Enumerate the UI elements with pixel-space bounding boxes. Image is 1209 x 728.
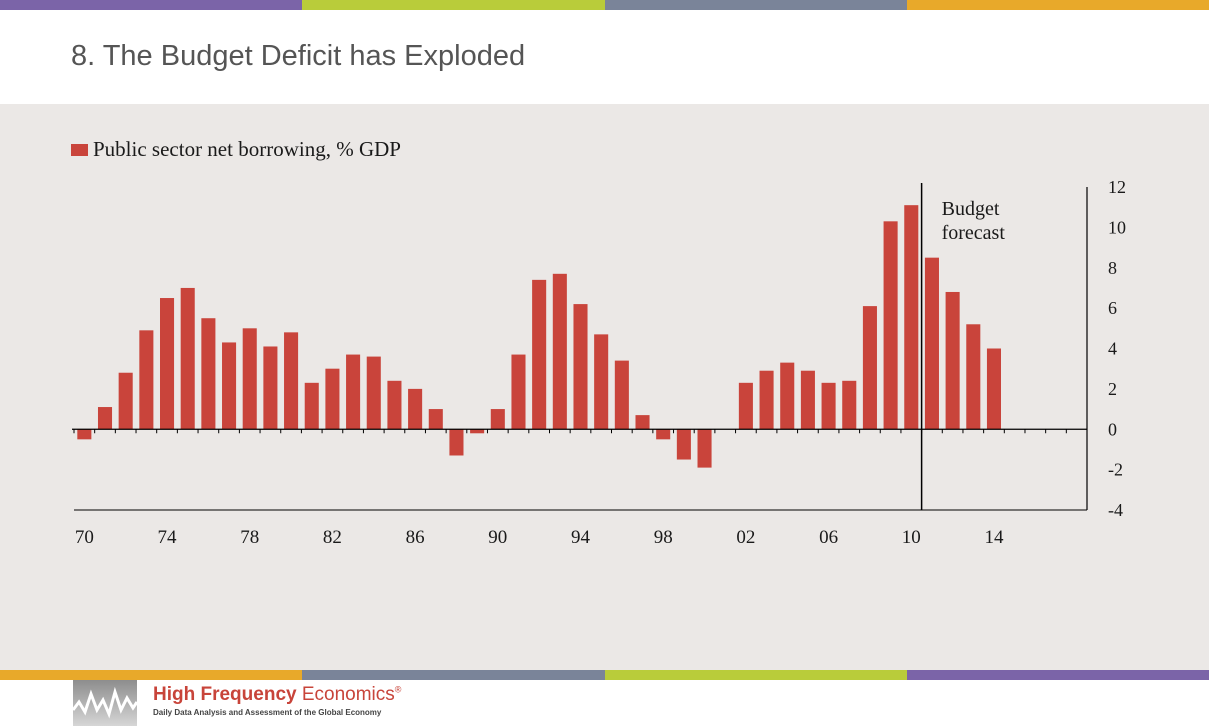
legend-swatch (71, 144, 88, 156)
bottom-stripe-segment-2 (604, 670, 907, 680)
bar-1981 (304, 382, 319, 430)
x-tick-label-94: 94 (571, 527, 591, 548)
bar-2000 (697, 429, 712, 468)
top-stripe-segment-3 (906, 0, 1209, 10)
bar-1987 (428, 409, 443, 430)
bar-2008 (862, 306, 877, 430)
chart-panel: Budget forecast 12 10 8 6 4 2 0 -2 -4 70 74 78 82 86 90 9… (0, 104, 1209, 726)
bar-1977 (222, 342, 237, 430)
bar-1985 (387, 380, 402, 430)
bar-1990 (490, 409, 505, 430)
bottom-stripe-segment-1 (302, 670, 605, 680)
bar-2009 (883, 221, 898, 430)
y-tick-label-10: 10 (1108, 217, 1126, 237)
bar-1986 (408, 388, 423, 430)
logo-name-light: Economics (301, 684, 395, 705)
y-tick-label-2: 2 (1108, 379, 1117, 399)
bottom-color-stripe (0, 670, 1209, 680)
bar-2013 (966, 324, 981, 430)
y-tick-label-0: 0 (1108, 419, 1117, 439)
bar-1973 (139, 330, 154, 430)
x-tick-label-10: 10 (902, 527, 921, 548)
y-tick-label-8: 8 (1108, 258, 1117, 278)
bar-1983 (346, 354, 361, 430)
forecast-annotation-line-1: forecast (942, 222, 1006, 244)
x-tick-label-14: 14 (984, 527, 1004, 548)
y-tick-label-12: 12 (1108, 177, 1126, 197)
legend-label: Public sector net borrowing, % GDP (93, 137, 401, 161)
bar-2003 (759, 370, 774, 430)
bar-1998 (656, 429, 671, 440)
bar-2004 (780, 362, 795, 430)
y-tick-label--4: -4 (1108, 500, 1123, 520)
slide-title: 8. The Budget Deficit has Exploded (71, 40, 526, 72)
bars-layer (77, 205, 1001, 468)
bar-1975 (180, 287, 195, 430)
bar-1997 (635, 415, 650, 430)
hfe-logo-name: High Frequency Economics® (153, 684, 401, 706)
x-tick-label-78: 78 (240, 527, 259, 548)
x-tick-label-70: 70 (75, 527, 94, 548)
registered-mark: ® (394, 684, 402, 695)
top-stripe-segment-0 (0, 0, 303, 10)
hfe-logo: High Frequency Economics® Daily Data Ana… (73, 680, 493, 728)
y-tick-label-6: 6 (1108, 298, 1117, 318)
bottom-stripe-segment-0 (0, 670, 303, 680)
top-stripe-segment-1 (302, 0, 605, 10)
bar-2005 (800, 370, 815, 430)
x-tick-label-86: 86 (406, 527, 425, 548)
bar-1982 (325, 368, 340, 430)
bar-1971 (97, 407, 113, 430)
bar-1991 (511, 354, 526, 430)
top-color-stripe (0, 0, 1209, 10)
y-tick-label-4: 4 (1108, 339, 1117, 359)
logo-name-bold: High Frequency (153, 684, 297, 705)
bar-1974 (160, 298, 175, 430)
bar-1972 (118, 372, 133, 430)
bar-1984 (366, 356, 381, 430)
x-tick-label-82: 82 (323, 527, 342, 548)
bar-1995 (594, 334, 609, 430)
hfe-logo-tagline: Daily Data Analysis and Assessment of th… (153, 708, 382, 717)
x-tick-label-90: 90 (488, 527, 507, 548)
x-tick-label-06: 06 (819, 527, 838, 548)
bar-1996 (614, 360, 629, 430)
bar-2011 (924, 257, 939, 430)
bar-1970 (77, 429, 92, 440)
bar-1994 (573, 304, 588, 430)
bar-1993 (552, 273, 567, 430)
bar-1978 (242, 328, 257, 430)
hfe-logo-mark-icon (73, 680, 137, 726)
bar-2002 (738, 382, 753, 430)
forecast-annotation-line-0: Budget (942, 198, 1000, 220)
x-tick-label-74: 74 (158, 527, 178, 548)
bar-1999 (676, 429, 691, 460)
x-tick-label-98: 98 (654, 527, 673, 548)
top-stripe-segment-2 (604, 0, 907, 10)
bar-2006 (821, 382, 836, 430)
bar-1989 (470, 429, 485, 434)
y-tick-label--2: -2 (1108, 460, 1123, 480)
bottom-stripe-segment-3 (906, 670, 1209, 680)
bar-1988 (449, 429, 464, 456)
bar-2010 (904, 205, 919, 430)
bar-1976 (201, 318, 216, 430)
bar-1980 (284, 332, 299, 430)
x-tick-label-02: 02 (736, 527, 755, 548)
bar-1979 (263, 346, 278, 430)
bar-2012 (945, 291, 960, 430)
bar-1992 (532, 279, 547, 430)
bar-2007 (842, 380, 857, 430)
axes-layer (72, 183, 1088, 511)
bar-2014 (986, 348, 1001, 430)
